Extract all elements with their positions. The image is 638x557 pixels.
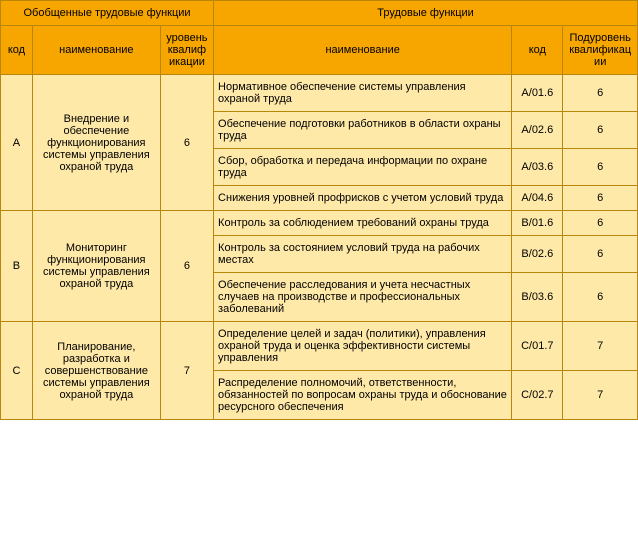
group-code: A [1,75,33,211]
function-name: Распределение полномочий, ответственност… [214,371,512,420]
group-level: 6 [160,211,213,322]
function-sublevel: 6 [563,112,638,149]
group-level: 7 [160,322,213,420]
function-name: Нормативное обеспечение системы управлен… [214,75,512,112]
function-sublevel: 7 [563,322,638,371]
function-code: A/04.6 [512,186,563,211]
function-code: B/03.6 [512,273,563,322]
table-row: AВнедрение и обеспечение функционировани… [1,75,638,112]
function-sublevel: 7 [563,371,638,420]
header-level: уровень квалификации [160,26,213,75]
function-code: B/01.6 [512,211,563,236]
table-header: Обобщенные трудовые функции Трудовые фун… [1,1,638,75]
header-group1: Обобщенные трудовые функции [1,1,214,26]
function-sublevel: 6 [563,186,638,211]
group-name: Планирование, разработка и совершенствов… [32,322,160,420]
table-row: CПланирование, разработка и совершенство… [1,322,638,371]
function-name: Контроль за соблюдением требований охран… [214,211,512,236]
function-code: C/01.7 [512,322,563,371]
function-sublevel: 6 [563,211,638,236]
function-name: Снижения уровней профрисков с учетом усл… [214,186,512,211]
function-code: A/02.6 [512,112,563,149]
header-code: код [1,26,33,75]
labor-functions-table: Обобщенные трудовые функции Трудовые фун… [0,0,638,420]
header-name2: наименование [214,26,512,75]
group-code: C [1,322,33,420]
function-name: Сбор, обработка и передача информации по… [214,149,512,186]
function-code: A/01.6 [512,75,563,112]
group-level: 6 [160,75,213,211]
header-sublevel: Подуровень квалификации [563,26,638,75]
header-code2: код [512,26,563,75]
group-name: Внедрение и обеспечение функционирования… [32,75,160,211]
function-code: B/02.6 [512,236,563,273]
function-name: Обеспечение подготовки работников в обла… [214,112,512,149]
table-body: AВнедрение и обеспечение функционировани… [1,75,638,420]
function-code: C/02.7 [512,371,563,420]
group-code: B [1,211,33,322]
function-sublevel: 6 [563,75,638,112]
function-sublevel: 6 [563,236,638,273]
function-name: Обеспечение расследования и учета несчас… [214,273,512,322]
function-sublevel: 6 [563,273,638,322]
function-sublevel: 6 [563,149,638,186]
function-name: Определение целей и задач (политики), уп… [214,322,512,371]
function-name: Контроль за состоянием условий труда на … [214,236,512,273]
header-group2: Трудовые функции [214,1,638,26]
header-name: наименование [32,26,160,75]
function-code: A/03.6 [512,149,563,186]
table-row: BМониторинг функционирования системы упр… [1,211,638,236]
group-name: Мониторинг функционирования системы упра… [32,211,160,322]
